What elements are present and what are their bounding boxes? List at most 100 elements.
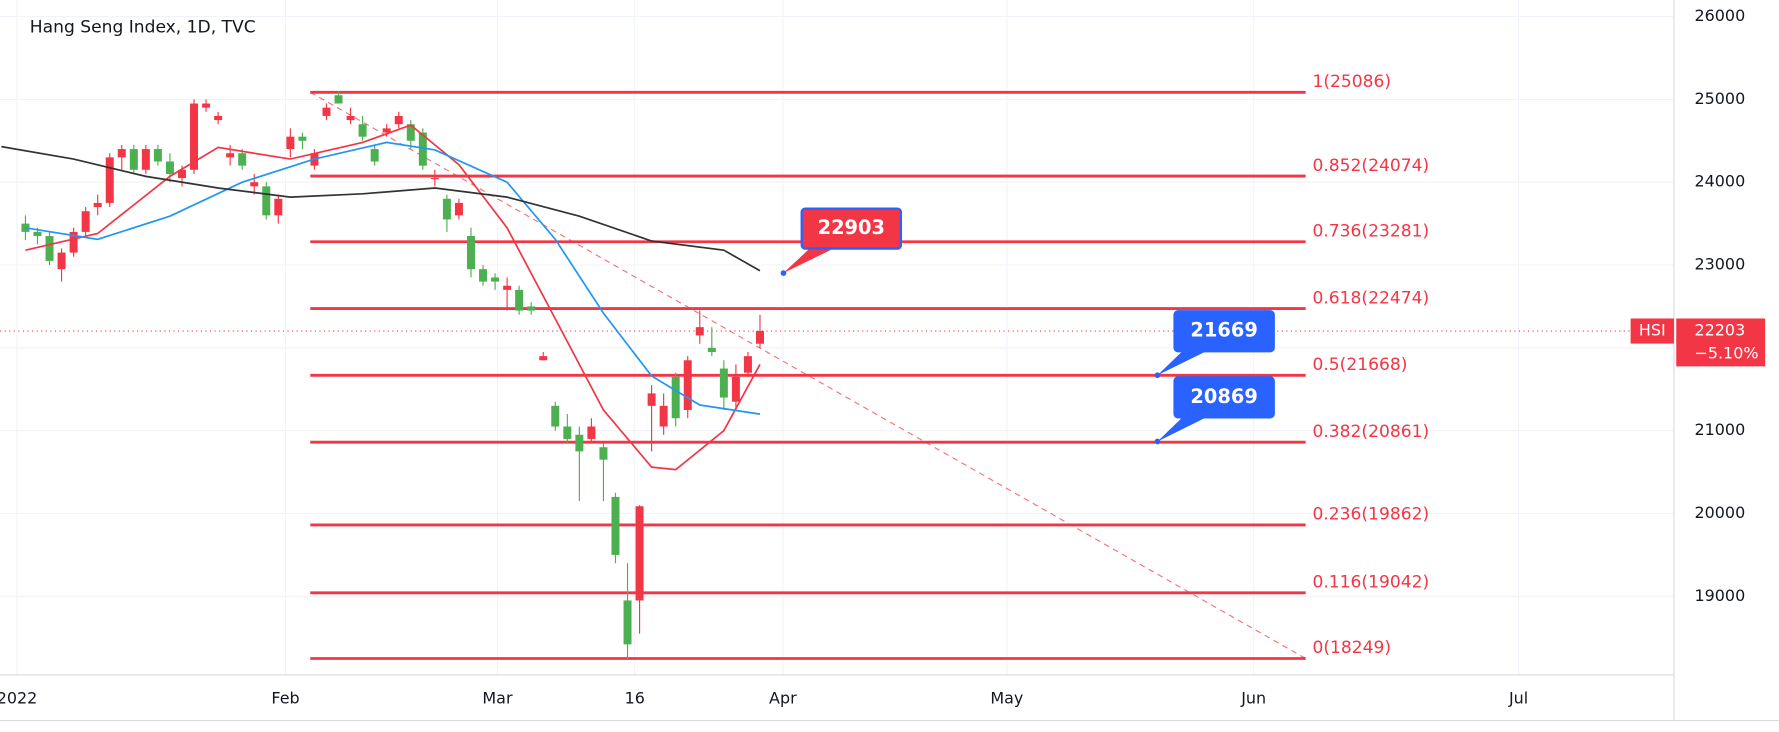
fib-label: 0.736(23281) xyxy=(1313,221,1430,241)
candle-body xyxy=(21,223,30,232)
fib-label: 0(18249) xyxy=(1313,638,1392,658)
candle-body xyxy=(623,600,632,645)
x-tick-label: Mar xyxy=(482,688,513,707)
callout-box xyxy=(1173,376,1275,419)
candle-body xyxy=(298,136,307,141)
candle-body xyxy=(250,182,259,187)
callout-label: 20869 xyxy=(1190,385,1257,408)
callout-box xyxy=(1173,310,1275,353)
candle-body xyxy=(430,178,439,180)
candle-body xyxy=(202,103,211,108)
candle-body xyxy=(81,211,90,232)
callout-label: 21669 xyxy=(1190,319,1257,342)
symbol-badge xyxy=(1630,318,1674,344)
candle-body xyxy=(262,186,271,216)
candle-body xyxy=(117,149,126,158)
callout-pointer xyxy=(1157,350,1209,376)
plot-area: 1(25086) 0.852(24074) 0.736(23281) 0.618(22… xyxy=(0,72,1674,660)
candle-body xyxy=(587,426,596,439)
y-tick-label: 23000 xyxy=(1694,255,1745,274)
candle-body xyxy=(466,236,475,270)
axes: 1900020000210002200023000240002500026000… xyxy=(0,6,1766,707)
candle-body xyxy=(141,149,150,170)
candle-body xyxy=(527,306,536,311)
fib-label: 0.382(20861) xyxy=(1313,422,1430,442)
candle-body xyxy=(238,153,247,166)
callout-label: 22903 xyxy=(818,216,885,239)
candle-body xyxy=(394,115,403,125)
callout-point xyxy=(780,270,787,276)
fib-label: 0.116(19042) xyxy=(1313,573,1430,593)
candle-body xyxy=(551,405,560,427)
candle-body xyxy=(214,115,223,121)
fib-label: 0.236(19862) xyxy=(1313,505,1430,525)
moving-average xyxy=(1,145,761,272)
candle-body xyxy=(575,434,584,452)
x-tick-label: 16 xyxy=(625,688,645,707)
fib-label: 0.5(21668) xyxy=(1313,355,1408,375)
y-tick-label: 21000 xyxy=(1694,420,1745,439)
candle-body xyxy=(33,231,42,237)
grid xyxy=(0,0,1674,675)
candle-body xyxy=(153,149,162,162)
last-change-label: −5.10% xyxy=(1694,343,1758,362)
candle-body xyxy=(647,393,656,406)
candle-body xyxy=(346,115,355,121)
candle-body xyxy=(382,128,391,133)
fib-label: 0.852(24074) xyxy=(1313,156,1430,176)
x-tick-label: May xyxy=(990,688,1023,707)
candle-body xyxy=(515,289,524,311)
candle-body xyxy=(503,285,512,290)
candle-body xyxy=(57,252,66,270)
candle-body xyxy=(274,198,283,216)
candle-body xyxy=(659,405,668,427)
candle-body xyxy=(286,136,295,150)
candle-body xyxy=(334,95,343,104)
candle-body xyxy=(539,356,548,361)
candle-body xyxy=(743,356,752,373)
fib-label: 1(25086) xyxy=(1313,72,1392,92)
candle-body xyxy=(731,376,740,402)
candle-body xyxy=(358,124,367,137)
x-tick-label: Jul xyxy=(1508,688,1528,707)
candle-body xyxy=(683,360,692,410)
moving-average xyxy=(25,124,761,471)
candle-body xyxy=(45,236,54,261)
fib-label: 0.618(22474) xyxy=(1313,288,1430,308)
candle-body xyxy=(165,161,174,174)
candle-body xyxy=(322,107,331,116)
candle-body xyxy=(129,149,138,170)
candle-body xyxy=(707,347,716,352)
callout-pointer xyxy=(1157,416,1209,442)
candle-body xyxy=(418,132,427,166)
candle-body xyxy=(563,426,572,439)
x-tick-label: Apr xyxy=(769,688,797,707)
callout-point xyxy=(1154,372,1161,379)
candle-body xyxy=(370,149,379,162)
candle-body xyxy=(69,231,78,253)
candle-body xyxy=(695,327,704,336)
y-tick-label: 26000 xyxy=(1694,6,1745,25)
symbol-label: HSI xyxy=(1639,321,1666,340)
candle-body xyxy=(671,376,680,419)
callout-point xyxy=(1154,438,1161,445)
candle-body xyxy=(719,368,728,398)
candle-body xyxy=(599,447,608,460)
candle-body xyxy=(177,169,186,179)
candle-body xyxy=(479,269,488,282)
y-tick-label: 25000 xyxy=(1694,89,1745,108)
candle-body xyxy=(611,496,620,555)
x-tick-label: 2022 xyxy=(0,688,37,707)
candle-body xyxy=(105,157,114,203)
candle-body xyxy=(491,277,500,282)
last-price-badge xyxy=(1676,318,1766,367)
y-tick-label: 24000 xyxy=(1694,172,1745,191)
candle-body xyxy=(190,103,199,170)
x-tick-label: Jun xyxy=(1240,688,1266,707)
candle-body xyxy=(226,153,235,158)
chart-title: Hang Seng Index, 1D, TVC xyxy=(30,17,256,37)
candle-body xyxy=(454,202,463,216)
